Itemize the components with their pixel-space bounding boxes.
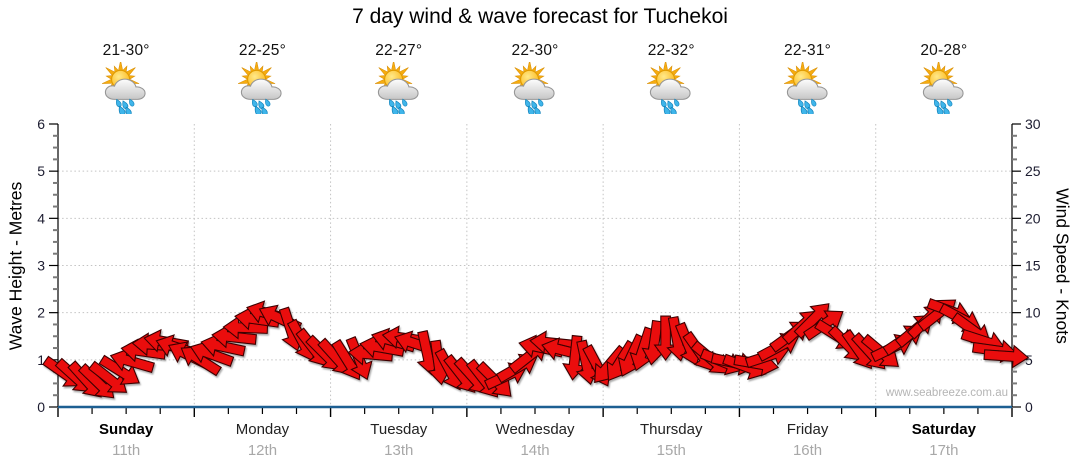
svg-text:3: 3 [37, 258, 45, 274]
day-date: 13th [384, 442, 414, 459]
sun-cloud-rain-icon [505, 62, 565, 114]
day-temp-range: 20-28° [920, 42, 968, 59]
svg-text:5: 5 [37, 163, 45, 179]
day-summary: 22-27° [331, 42, 467, 119]
day-name: Saturday [911, 421, 976, 438]
day-summary: 22-30° [467, 42, 603, 119]
day-name: Monday [235, 421, 290, 438]
day-summary: 21-30° [58, 42, 194, 119]
chart-title: 7 day wind & wave forecast for Tuchekoi [352, 5, 728, 28]
sun-cloud-rain-icon [914, 62, 974, 114]
svg-text:2: 2 [37, 305, 45, 321]
wind-arrow-series [42, 298, 1030, 399]
wind-arrow [88, 360, 128, 393]
svg-text:5: 5 [1025, 352, 1033, 368]
day-summary: 22-25° [194, 42, 330, 119]
day-date: 11th [112, 442, 141, 459]
day-name: Wednesday [495, 421, 575, 438]
day-temp-range: 22-25° [238, 42, 286, 59]
day-name: Tuesday [370, 421, 428, 438]
day-date: 14th [520, 442, 550, 459]
wind-arrow [983, 344, 1030, 369]
day-name: Thursday [639, 421, 703, 438]
sun-cloud-rain-icon [96, 62, 156, 114]
day-date: 16th [792, 442, 823, 459]
right-axis-title: Wind Speed - Knots [1052, 188, 1073, 344]
wind-arrow [98, 354, 140, 385]
day-temp-range: 21-30° [102, 42, 150, 59]
svg-text:6: 6 [37, 116, 45, 132]
svg-text:15: 15 [1025, 258, 1041, 274]
day-label: Friday 16th [739, 421, 875, 459]
svg-text:0: 0 [1025, 399, 1033, 415]
day-label: Saturday 17th [876, 421, 1012, 459]
day-label: Wednesday 14th [467, 421, 603, 459]
svg-text:25: 25 [1025, 163, 1041, 179]
svg-text:10: 10 [1025, 305, 1041, 321]
sun-cloud-rain-icon [778, 62, 838, 114]
day-date: 17th [929, 442, 959, 459]
sun-cloud-rain-icon [369, 62, 429, 114]
day-date: 15th [656, 442, 686, 459]
day-label: Tuesday 13th [331, 421, 467, 459]
sun-cloud-rain-icon [641, 62, 701, 114]
day-summary: 22-32° [603, 42, 739, 119]
svg-text:30: 30 [1025, 116, 1041, 132]
svg-text:1: 1 [37, 352, 45, 368]
day-temp-range: 22-32° [647, 42, 695, 59]
sun-cloud-rain-icon [232, 62, 292, 114]
wind-arrow [211, 324, 257, 349]
day-summary: 20-28° [876, 42, 1012, 119]
day-label: Sunday 11th [58, 421, 194, 459]
left-axis-title: Wave Height - Metres [5, 181, 26, 351]
day-temp-range: 22-27° [375, 42, 423, 59]
day-name: Sunday [99, 421, 154, 438]
day-name: Friday [786, 421, 829, 438]
svg-text:0: 0 [37, 399, 45, 415]
wind-arrow [109, 348, 155, 374]
day-temp-range: 22-31° [784, 42, 832, 59]
day-label: Thursday 15th [603, 421, 739, 459]
watermark: www.seabreeze.com.au [885, 387, 1008, 399]
day-summary: 22-31° [739, 42, 875, 119]
svg-text:4: 4 [37, 210, 45, 226]
day-date: 12th [247, 442, 278, 459]
day-temp-range: 22-30° [511, 42, 559, 59]
svg-text:20: 20 [1025, 210, 1041, 226]
day-label: Monday 12th [194, 421, 330, 459]
